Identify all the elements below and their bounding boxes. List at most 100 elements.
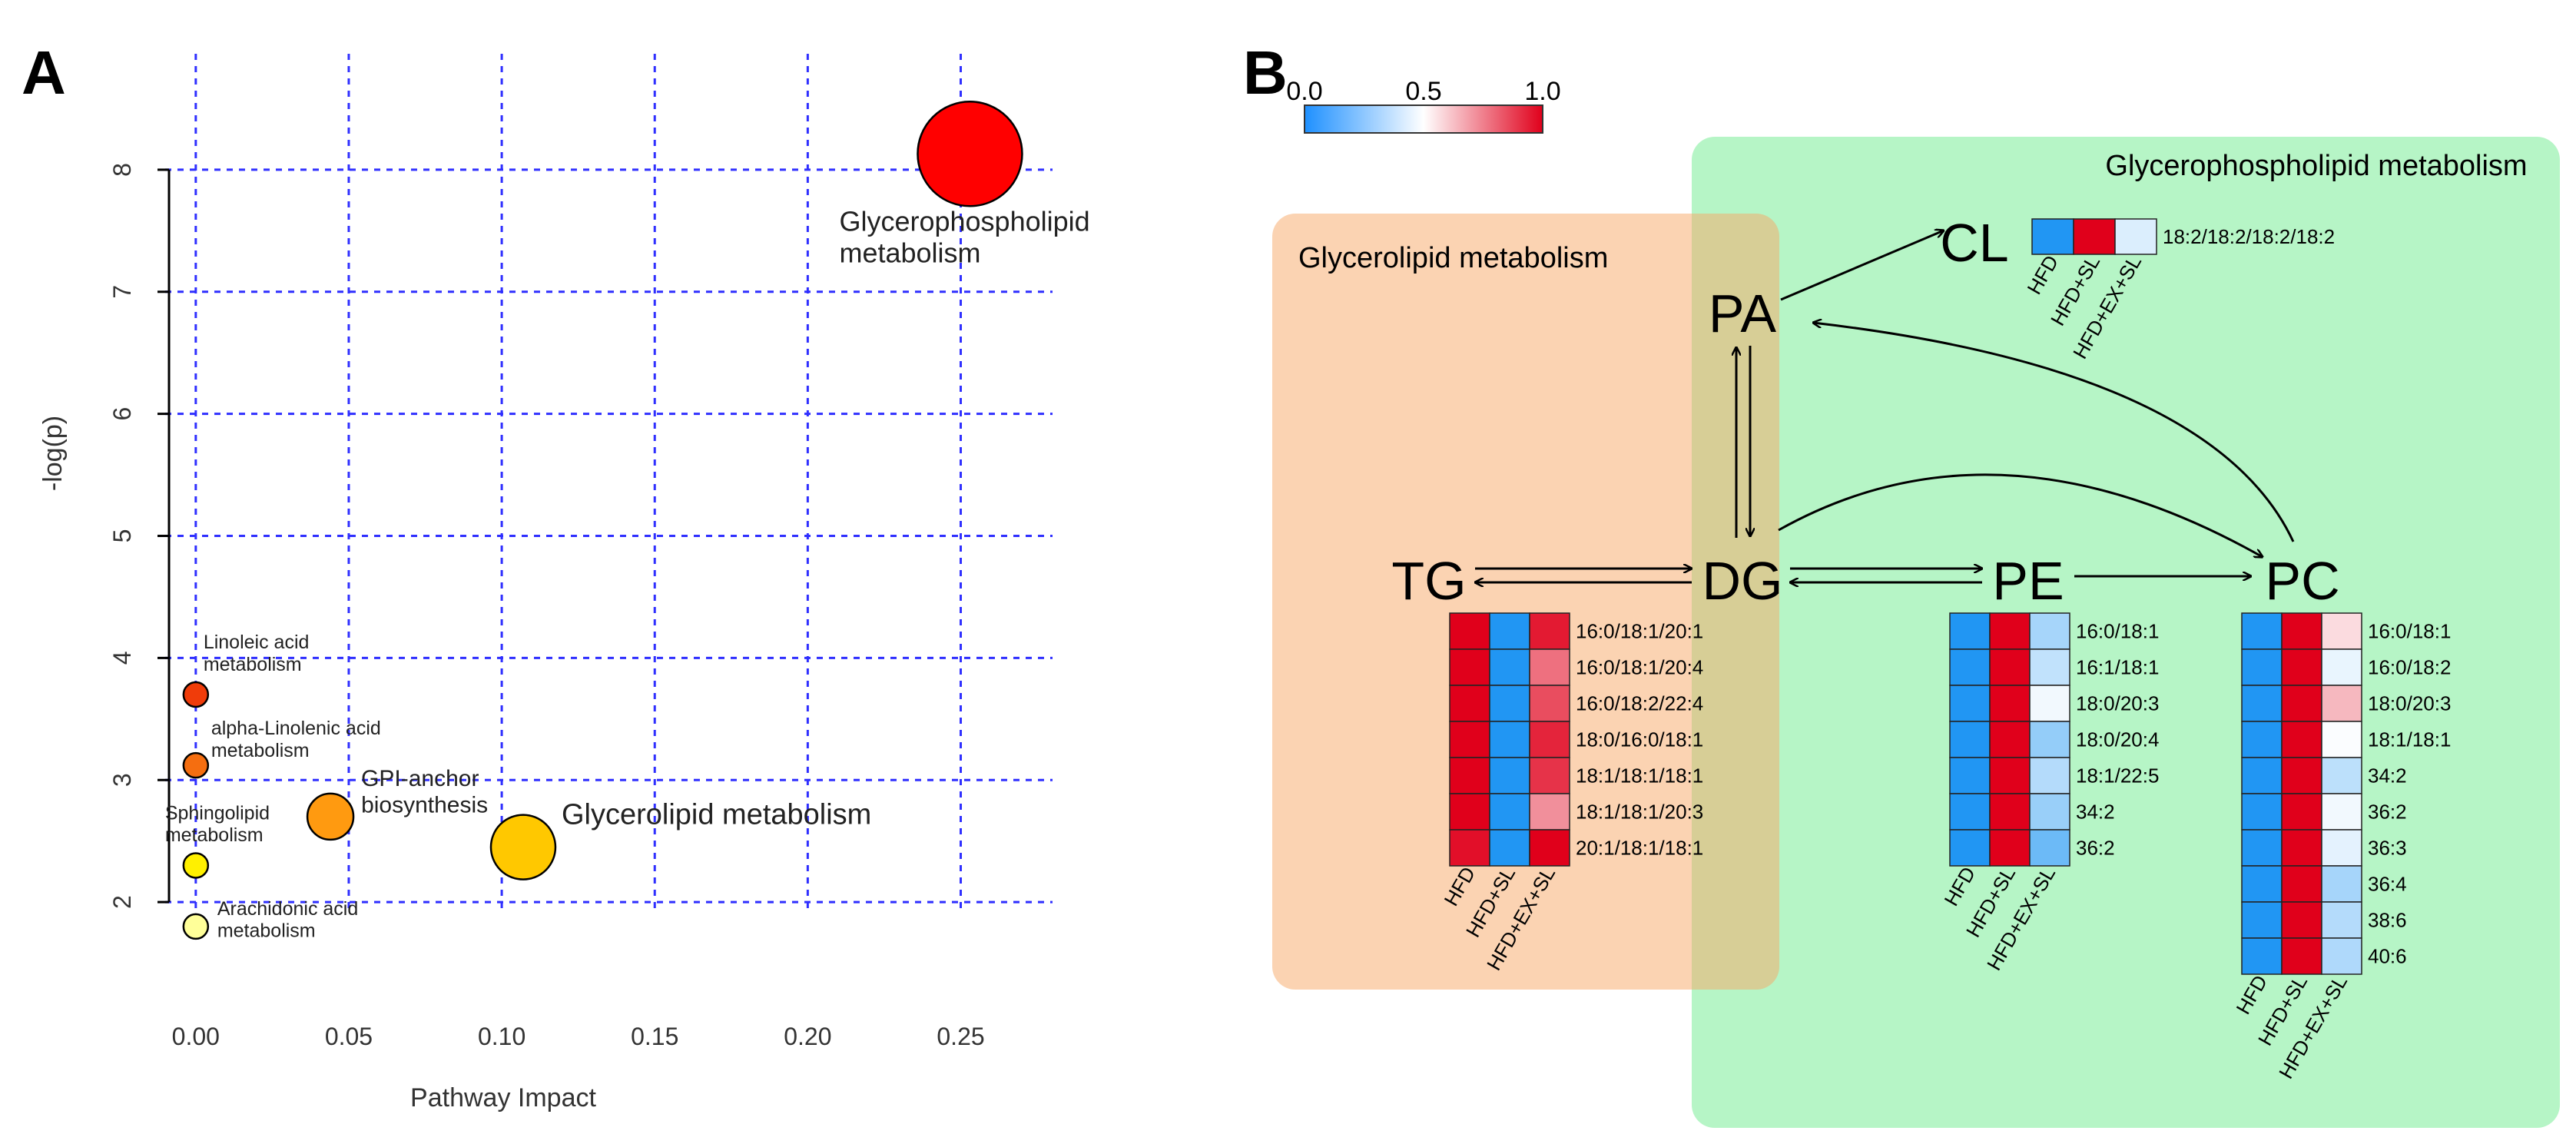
bubble-label: Glycerolipid metabolism: [562, 799, 871, 831]
heatmap-row-label: 36:2: [2076, 837, 2115, 860]
heatmap-row-label: 16:0/18:1/20:4: [1576, 656, 1703, 679]
heatmap-cell: [2029, 612, 2070, 650]
bubble-label: Linoleic acid metabolism: [204, 632, 310, 675]
scale-label-min: 0.0: [1286, 77, 1322, 106]
x-tick-label: 0.15: [631, 1023, 678, 1050]
heatmap-cell: [2321, 648, 2362, 686]
heatmap-cell: [1529, 793, 1570, 831]
heatmap-cell: [2321, 721, 2362, 758]
heatmap-cell: [1949, 757, 1991, 794]
heatmap-cell: [1989, 793, 2031, 831]
heatmap-cell: [1949, 721, 1991, 758]
heatmap-row-label: 18:0/20:3: [2368, 692, 2451, 715]
bubble-point: [306, 792, 355, 841]
heatmap-cell: [2281, 721, 2322, 758]
scale-label-mid: 0.5: [1405, 77, 1441, 106]
bubble-point: [489, 814, 557, 880]
heatmap-cell: [1489, 793, 1530, 831]
heatmap-row-label: 18:2/18:2/18:2/18:2: [2163, 225, 2335, 248]
heatmap-cell: [2281, 829, 2322, 867]
heatmap-cell: [2073, 218, 2116, 255]
bubble-point: [182, 681, 210, 708]
heatmap-cell: [2281, 612, 2322, 650]
x-tick-label: 0.25: [937, 1023, 984, 1050]
panel-a: A 0.00 0.05 0.10 0.15 0.20 0.25 2 3 4 5 6 7 8 Glycer…: [0, 0, 1229, 1140]
heatmap-cell: [1529, 829, 1570, 867]
heatmap-row-label: 36:4: [2368, 873, 2407, 896]
heatmap-row-label: 38:6: [2368, 909, 2407, 932]
heatmap-cell: [2321, 901, 2362, 939]
heatmap-cell: [1529, 648, 1570, 686]
heatmap-cell: [2321, 685, 2362, 722]
heatmap-cell: [1949, 829, 1991, 867]
heatmap-cell: [2241, 648, 2283, 686]
heatmap-row-label: 34:2: [2076, 801, 2115, 824]
heatmap-cell: [2029, 829, 2070, 867]
heatmap-cell: [2321, 937, 2362, 975]
heatmap-cell: [2281, 757, 2322, 794]
bubble-point: [182, 852, 210, 879]
x-tick-label: 0.05: [325, 1023, 373, 1050]
heatmap-cell: [1489, 685, 1530, 722]
heatmap-row-label: 16:0/18:1/20:1: [1576, 620, 1703, 643]
bubble-point: [917, 101, 1023, 207]
x-tick-label: 0.00: [172, 1023, 220, 1050]
region-label-glycerophospholipid: Glycerophospholipid metabolism: [2105, 150, 2527, 182]
heatmap-cell: [1529, 721, 1570, 758]
node-dg: DG: [1702, 551, 1783, 611]
heatmap-row-label: 18:0/16:0/18:1: [1576, 728, 1703, 751]
y-tick-label: 8: [108, 163, 136, 177]
heatmap-cell: [2281, 937, 2322, 975]
heatmap-cell: [1489, 612, 1530, 650]
heatmap-cell: [2281, 793, 2322, 831]
heatmap-cell: [1529, 685, 1570, 722]
bubble-label: alpha-Linolenic acid metabolism: [211, 718, 381, 761]
bubble-label: Sphingolipid metabolism: [165, 802, 270, 846]
heatmap-cell: [1529, 612, 1570, 650]
heatmap-row-label: 18:1/18:1: [2368, 728, 2451, 751]
heatmap-pc: 16:0/18:1 16:0/18:2 18:0/20:3 18:1/18:1 34:2…: [2231, 612, 2451, 1083]
heatmap-row-label: 34:2: [2368, 764, 2407, 788]
bubble-label: GPI-anchor biosynthesis: [361, 766, 488, 817]
heatmap-cell: [1949, 685, 1991, 722]
node-tg: TG: [1391, 551, 1466, 611]
heatmap-cell: [2321, 612, 2362, 650]
y-tick-label: 2: [108, 895, 136, 909]
x-tick-label: 0.10: [478, 1023, 525, 1050]
bubble-label: Glycerophospholipid metabolism: [839, 205, 1089, 268]
heatmap-cell: [1449, 612, 1490, 650]
heatmap-cell: [2031, 218, 2074, 255]
heatmap-cell: [2029, 648, 2070, 686]
heatmap-cell: [2029, 685, 2070, 722]
heatmap-cell: [1989, 612, 2031, 650]
heatmap-cell: [2029, 793, 2070, 831]
heatmap-cell: [2241, 829, 2283, 867]
y-tick-label: 7: [108, 285, 136, 299]
x-tick-label: 0.20: [784, 1023, 831, 1050]
node-pe: PE: [1992, 551, 2064, 611]
node-pa: PA: [1709, 284, 1776, 343]
heatmap-cell: [2029, 721, 2070, 758]
heatmap-row-label: 18:1/22:5: [2076, 764, 2159, 788]
bubble-chart: A 0.00 0.05 0.10 0.15 0.20 0.25 2 3 4 5 6 7 8 Glycer…: [22, 38, 1090, 1112]
heatmap-row-label: 40:6: [2368, 945, 2407, 968]
heatmap-cell: [2281, 648, 2322, 686]
y-tick-label: 3: [108, 773, 136, 787]
node-cl: CL: [1940, 213, 2008, 273]
node-pc: PC: [2265, 551, 2339, 611]
heatmap-row-label: 36:3: [2368, 837, 2407, 860]
heatmap-cell: [1949, 793, 1991, 831]
heatmap-cell: [1489, 829, 1530, 867]
y-tick-label: 4: [108, 651, 136, 665]
heatmap-cell: [1949, 648, 1991, 686]
heatmap-cell: [1449, 721, 1490, 758]
heatmap-cell: [2281, 865, 2322, 903]
heatmap-cell: [1449, 685, 1490, 722]
arrow-pc-to-pa: [1813, 323, 2295, 542]
heatmap-cell: [1449, 757, 1490, 794]
heatmap-cell: [2241, 721, 2283, 758]
heatmap-cell: [2241, 685, 2283, 722]
panel-label-a: A: [22, 38, 66, 107]
heatmap-cell: [1989, 757, 2031, 794]
heatmap-cell: [1989, 829, 2031, 867]
